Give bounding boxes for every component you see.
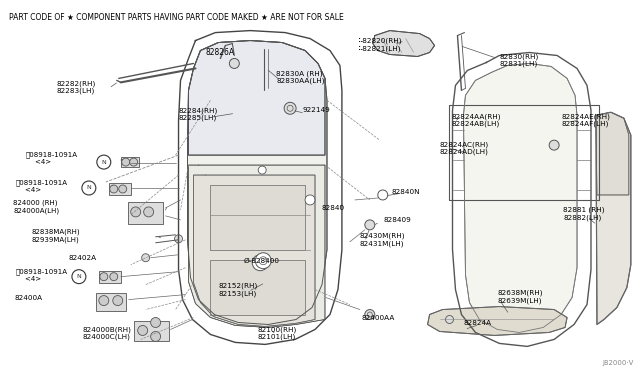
Text: 82100(RH)
82101(LH): 82100(RH) 82101(LH) bbox=[257, 327, 296, 340]
Circle shape bbox=[110, 273, 118, 280]
Text: 82152(RH)
82153(LH): 82152(RH) 82153(LH) bbox=[218, 283, 258, 296]
Circle shape bbox=[365, 220, 375, 230]
Bar bbox=[109, 183, 131, 195]
Circle shape bbox=[252, 255, 268, 271]
Circle shape bbox=[82, 181, 96, 195]
Text: 82402A: 82402A bbox=[69, 255, 97, 261]
Text: 82400AA: 82400AA bbox=[362, 314, 396, 321]
Circle shape bbox=[255, 253, 271, 269]
Text: 82824AE(RH)
82824AF(LH): 82824AE(RH) 82824AF(LH) bbox=[561, 113, 610, 127]
Circle shape bbox=[130, 158, 138, 166]
Text: 82430M(RH)
82431M(LH): 82430M(RH) 82431M(LH) bbox=[360, 233, 405, 247]
Circle shape bbox=[150, 318, 161, 327]
Text: 82881 (RH)
82882(LH): 82881 (RH) 82882(LH) bbox=[563, 207, 605, 221]
Circle shape bbox=[150, 331, 161, 341]
Text: Ø-828400: Ø-828400 bbox=[243, 258, 279, 264]
Circle shape bbox=[110, 185, 118, 193]
Polygon shape bbox=[428, 307, 567, 336]
Text: N: N bbox=[86, 186, 92, 190]
Bar bbox=[211, 260, 305, 314]
Text: 82282(RH)
82283(LH): 82282(RH) 82283(LH) bbox=[57, 80, 96, 94]
Text: ⠥82820(RH)
⠥82821(LH): ⠥82820(RH) ⠥82821(LH) bbox=[358, 38, 403, 52]
Polygon shape bbox=[188, 41, 327, 324]
Text: 82824AA(RH)
82824AB(LH): 82824AA(RH) 82824AB(LH) bbox=[451, 113, 501, 127]
Bar bbox=[211, 185, 305, 250]
Bar bbox=[128, 202, 163, 224]
Text: 82824A: 82824A bbox=[463, 321, 492, 327]
Circle shape bbox=[229, 58, 239, 68]
Circle shape bbox=[113, 296, 123, 305]
Circle shape bbox=[175, 235, 182, 243]
Text: 922149: 922149 bbox=[302, 107, 330, 113]
Circle shape bbox=[284, 102, 296, 114]
Text: 82830(RH)
82831(LH): 82830(RH) 82831(LH) bbox=[499, 54, 539, 67]
Polygon shape bbox=[189, 41, 325, 155]
Text: 828409: 828409 bbox=[384, 217, 412, 223]
Circle shape bbox=[119, 185, 127, 193]
Bar bbox=[134, 321, 168, 341]
Text: 82838MA(RH)
82939MA(LH): 82838MA(RH) 82939MA(LH) bbox=[31, 229, 80, 243]
Circle shape bbox=[99, 296, 109, 305]
Circle shape bbox=[445, 315, 454, 324]
Circle shape bbox=[258, 166, 266, 174]
Text: 82830A (RH)
82830AA(LH): 82830A (RH) 82830AA(LH) bbox=[276, 70, 324, 84]
Text: Ⓞ08918-1091A
    <4>: Ⓞ08918-1091A <4> bbox=[26, 151, 78, 165]
Text: J82000·V: J82000·V bbox=[602, 360, 634, 366]
Polygon shape bbox=[596, 112, 629, 195]
Circle shape bbox=[141, 254, 150, 262]
Text: Ⓞ08918-1091A
    <4>: Ⓞ08918-1091A <4> bbox=[16, 179, 68, 193]
Text: Ⓞ08918-1091A
    <4>: Ⓞ08918-1091A <4> bbox=[16, 269, 68, 282]
Circle shape bbox=[143, 207, 154, 217]
Circle shape bbox=[378, 190, 388, 200]
Text: 82840N: 82840N bbox=[392, 189, 420, 195]
Circle shape bbox=[365, 310, 375, 320]
Polygon shape bbox=[596, 112, 631, 324]
Circle shape bbox=[72, 270, 86, 283]
Text: 82826A: 82826A bbox=[206, 48, 235, 57]
Text: N: N bbox=[101, 160, 106, 164]
Text: 82638M(RH)
82639M(LH): 82638M(RH) 82639M(LH) bbox=[497, 289, 543, 304]
Circle shape bbox=[549, 140, 559, 150]
Text: 824000B(RH)
824000C(LH): 824000B(RH) 824000C(LH) bbox=[83, 327, 132, 340]
Text: N: N bbox=[77, 274, 81, 279]
Circle shape bbox=[138, 326, 148, 336]
Text: 82824AC(RH)
82824AD(LH): 82824AC(RH) 82824AD(LH) bbox=[440, 141, 489, 155]
Text: PART CODE OF ★ COMPONENT PARTS HAVING PART CODE MAKED ★ ARE NOT FOR SALE: PART CODE OF ★ COMPONENT PARTS HAVING PA… bbox=[9, 13, 344, 22]
Text: 824000 (RH)
824000A(LH): 824000 (RH) 824000A(LH) bbox=[13, 200, 60, 214]
Bar bbox=[96, 293, 125, 311]
Bar bbox=[99, 271, 121, 283]
Polygon shape bbox=[373, 31, 435, 57]
Polygon shape bbox=[463, 64, 577, 333]
Text: 82840: 82840 bbox=[322, 205, 345, 211]
Polygon shape bbox=[193, 175, 315, 327]
Bar bbox=[121, 157, 139, 167]
Text: 82400A: 82400A bbox=[14, 295, 42, 301]
Circle shape bbox=[131, 207, 141, 217]
Circle shape bbox=[305, 195, 315, 205]
Circle shape bbox=[100, 273, 108, 280]
Text: 82284(RH)
82285(LH): 82284(RH) 82285(LH) bbox=[179, 107, 218, 121]
Circle shape bbox=[97, 155, 111, 169]
Polygon shape bbox=[189, 165, 325, 327]
Circle shape bbox=[122, 158, 130, 166]
